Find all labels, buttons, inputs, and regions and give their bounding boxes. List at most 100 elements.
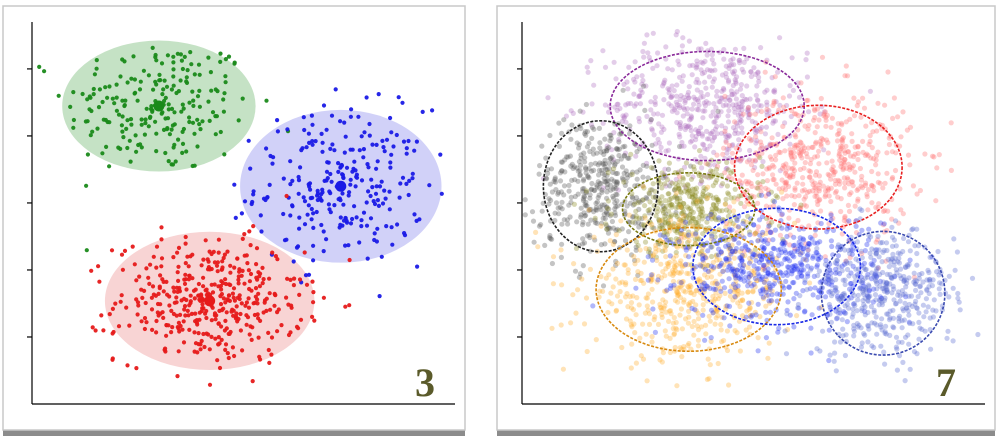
data-point	[830, 215, 836, 221]
data-point	[753, 130, 759, 136]
data-point	[895, 259, 901, 265]
data-point	[757, 253, 763, 259]
data-point	[876, 254, 882, 260]
data-point	[623, 282, 629, 288]
data-point	[674, 289, 680, 295]
data-point	[90, 129, 95, 134]
data-point	[697, 211, 704, 217]
data-point	[632, 257, 638, 264]
data-point	[773, 152, 779, 158]
data-point	[92, 72, 97, 77]
data-point	[901, 235, 907, 241]
data-point	[768, 250, 774, 257]
data-point	[799, 273, 805, 279]
data-point	[746, 157, 752, 163]
data-point	[814, 245, 820, 252]
data-point	[614, 198, 620, 204]
data-point	[795, 217, 801, 224]
data-point	[302, 199, 308, 204]
data-point	[612, 239, 618, 245]
data-point	[855, 144, 861, 150]
data-point	[859, 305, 865, 311]
data-point	[673, 99, 679, 105]
data-point	[734, 216, 740, 222]
data-point	[722, 290, 728, 296]
data-point	[726, 108, 732, 114]
data-point	[182, 307, 187, 312]
data-point	[795, 266, 801, 272]
data-point	[745, 289, 751, 295]
data-point	[854, 187, 860, 193]
data-point	[711, 298, 717, 304]
data-point	[438, 152, 443, 157]
data-point	[627, 294, 633, 300]
data-point	[689, 138, 695, 144]
data-point	[712, 126, 719, 132]
data-point	[691, 101, 697, 107]
data-point	[685, 262, 691, 268]
data-point	[760, 266, 766, 273]
data-point	[562, 169, 568, 175]
data-point	[810, 144, 816, 150]
data-point	[849, 131, 855, 137]
data-point	[200, 119, 205, 124]
data-point	[37, 64, 42, 69]
data-point	[710, 129, 716, 135]
data-point	[732, 285, 739, 291]
data-point	[708, 213, 714, 220]
data-point	[907, 366, 913, 372]
data-point	[794, 267, 800, 273]
data-point	[805, 273, 811, 279]
data-point	[880, 279, 887, 285]
data-point	[613, 262, 619, 268]
data-point	[918, 290, 924, 296]
data-point	[751, 231, 758, 237]
data-point	[877, 294, 883, 300]
data-point	[786, 174, 793, 180]
data-point	[745, 283, 751, 289]
data-point	[398, 181, 403, 186]
data-point	[255, 301, 260, 306]
data-point	[813, 249, 819, 255]
data-point	[731, 268, 737, 274]
data-point	[735, 104, 741, 110]
data-point	[891, 262, 897, 268]
data-point	[657, 198, 663, 204]
data-point	[713, 290, 719, 296]
data-point	[288, 277, 293, 282]
data-point	[916, 319, 922, 325]
data-point	[748, 312, 754, 318]
data-point	[149, 307, 155, 312]
data-point	[640, 183, 646, 189]
data-point	[666, 140, 673, 146]
data-point	[710, 293, 716, 300]
data-point	[776, 149, 782, 155]
data-point	[756, 273, 762, 279]
data-point	[719, 260, 725, 266]
data-point	[694, 323, 700, 329]
data-point	[659, 124, 665, 130]
data-point	[872, 277, 879, 283]
data-point	[159, 225, 164, 230]
data-point	[290, 204, 295, 209]
data-point	[890, 324, 896, 330]
data-point	[697, 160, 703, 166]
data-point	[569, 177, 575, 183]
data-point	[799, 249, 805, 255]
data-point	[899, 325, 905, 331]
data-point	[199, 263, 204, 268]
data-point	[715, 312, 721, 319]
data-point	[641, 259, 647, 265]
data-point	[222, 91, 227, 96]
data-point	[624, 203, 630, 209]
data-point	[666, 101, 672, 107]
data-point	[837, 157, 843, 163]
data-point	[696, 276, 703, 282]
data-point	[620, 177, 626, 183]
data-point	[663, 309, 669, 315]
cluster-ellipse	[621, 171, 756, 247]
data-point	[913, 281, 919, 287]
data-point	[805, 247, 811, 253]
data-point	[855, 196, 861, 202]
data-point	[593, 200, 599, 206]
